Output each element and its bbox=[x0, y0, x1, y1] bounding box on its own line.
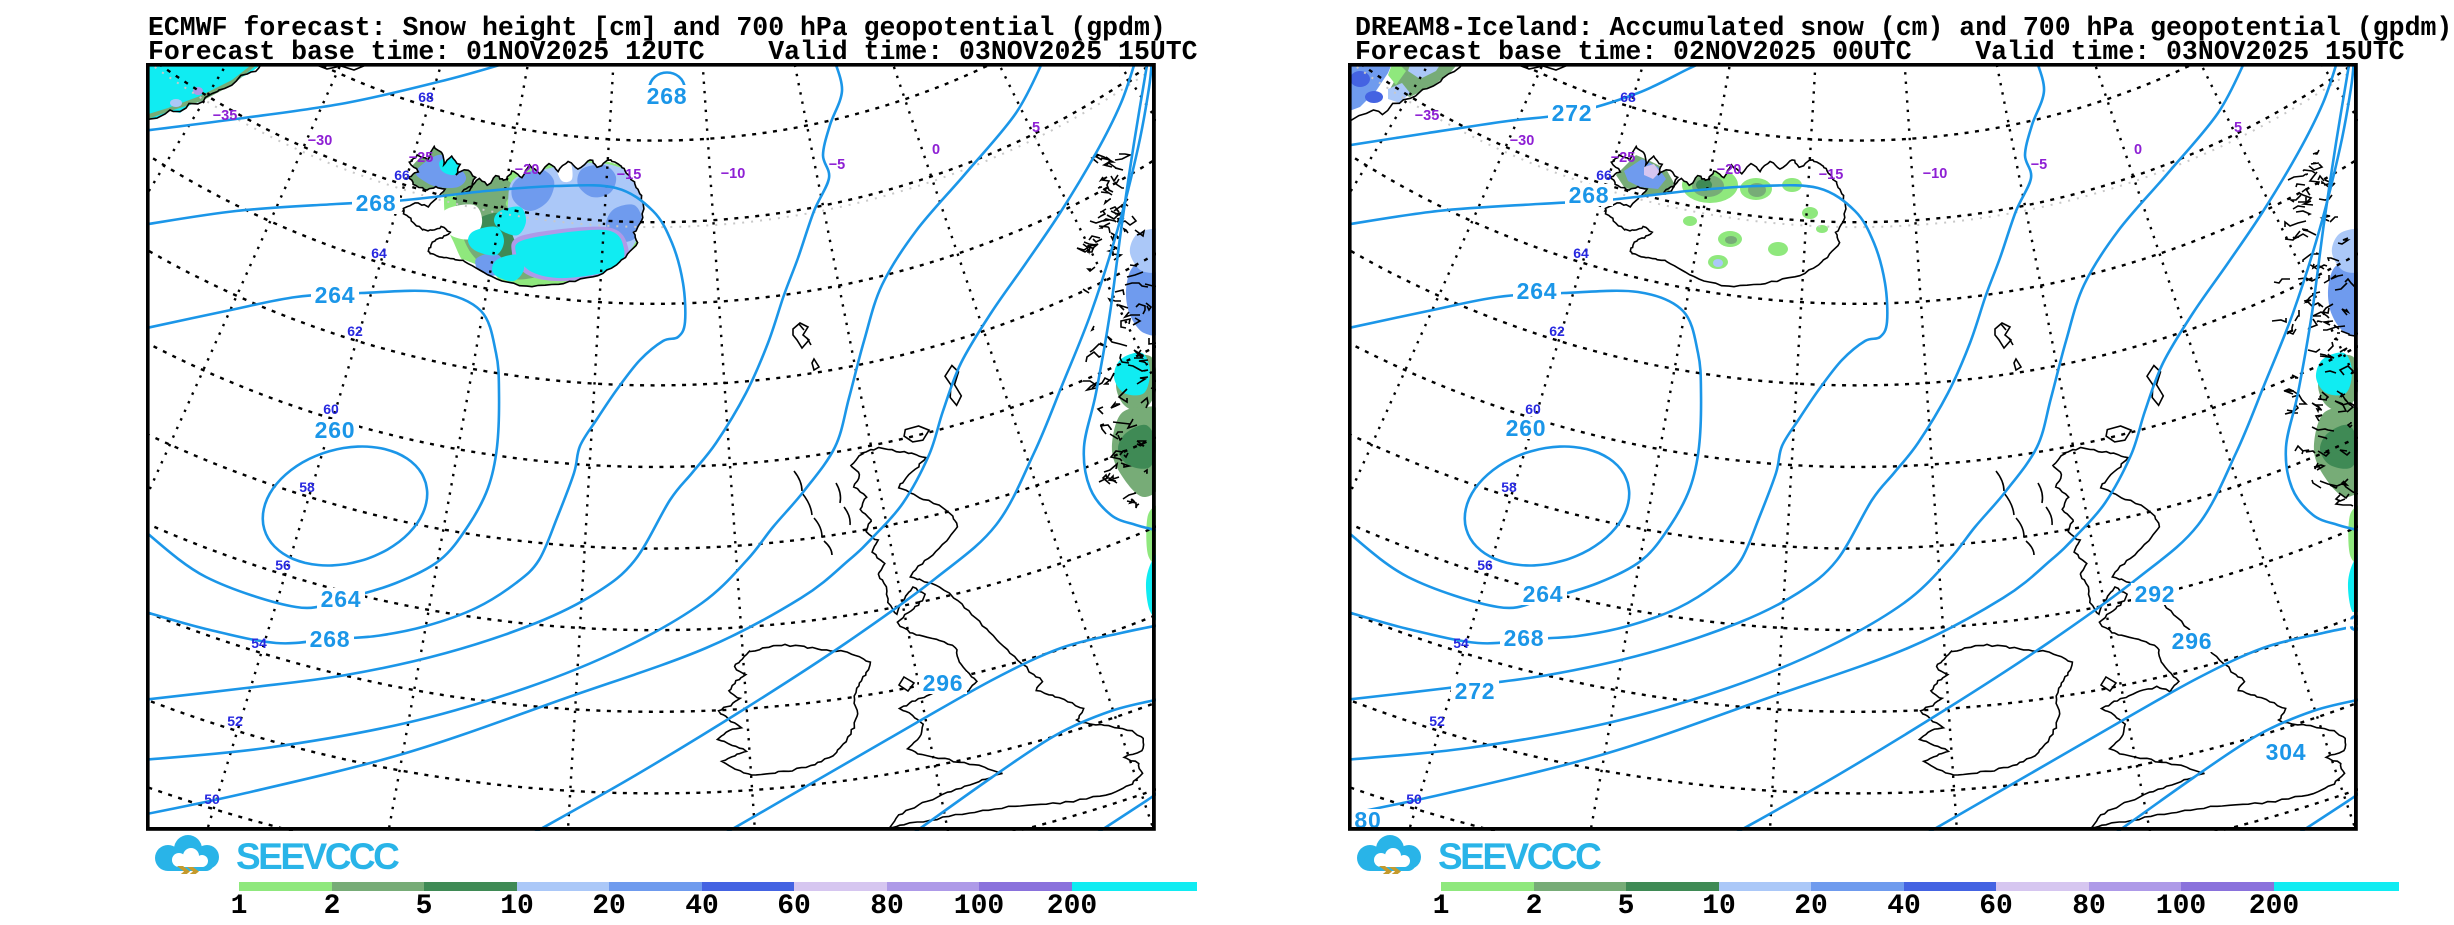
svg-text:58: 58 bbox=[1501, 479, 1517, 495]
svg-text:−5: −5 bbox=[2031, 157, 2048, 173]
svg-text:54: 54 bbox=[1453, 635, 1469, 651]
svg-text:56: 56 bbox=[1477, 557, 1493, 573]
svg-text:−30: −30 bbox=[308, 133, 333, 149]
svg-text:260: 260 bbox=[315, 417, 356, 443]
svg-text:260: 260 bbox=[1506, 415, 1547, 441]
svg-text:66: 66 bbox=[394, 167, 410, 183]
svg-text:−25: −25 bbox=[409, 150, 434, 166]
svg-text:56: 56 bbox=[275, 557, 291, 573]
svg-text:−10: −10 bbox=[721, 166, 746, 182]
svg-text:50: 50 bbox=[204, 791, 220, 807]
svg-text:62: 62 bbox=[1549, 323, 1565, 339]
svg-text:68: 68 bbox=[1620, 89, 1636, 105]
svg-text:50: 50 bbox=[1406, 791, 1422, 807]
svg-text:0: 0 bbox=[2134, 142, 2142, 158]
svg-text:−35: −35 bbox=[213, 108, 238, 124]
svg-text:5: 5 bbox=[1032, 120, 1040, 136]
svg-text:268: 268 bbox=[310, 626, 351, 652]
svg-text:296: 296 bbox=[923, 670, 964, 696]
svg-text:264: 264 bbox=[1523, 581, 1564, 607]
svg-text:58: 58 bbox=[299, 479, 315, 495]
svg-text:264: 264 bbox=[1517, 278, 1558, 304]
svg-text:64: 64 bbox=[1573, 245, 1589, 261]
svg-text:68: 68 bbox=[418, 89, 434, 105]
svg-text:−5: −5 bbox=[829, 157, 846, 173]
svg-text:−25: −25 bbox=[1611, 150, 1636, 166]
svg-text:64: 64 bbox=[371, 245, 387, 261]
svg-text:264: 264 bbox=[321, 586, 362, 612]
svg-text:52: 52 bbox=[1429, 713, 1445, 729]
svg-text:292: 292 bbox=[2135, 581, 2176, 607]
svg-text:−30: −30 bbox=[1510, 133, 1535, 149]
svg-text:60: 60 bbox=[323, 401, 339, 417]
svg-text:−15: −15 bbox=[1819, 167, 1844, 183]
svg-text:−10: −10 bbox=[1923, 166, 1948, 182]
svg-text:268: 268 bbox=[1504, 625, 1545, 651]
svg-text:268: 268 bbox=[1569, 182, 1610, 208]
svg-text:3: 3 bbox=[2349, 610, 2358, 636]
svg-text:268: 268 bbox=[356, 190, 397, 216]
svg-text:296: 296 bbox=[2172, 628, 2213, 654]
svg-text:−15: −15 bbox=[617, 167, 642, 183]
svg-text:−35: −35 bbox=[1415, 108, 1440, 124]
svg-text:60: 60 bbox=[1525, 401, 1541, 417]
svg-text:54: 54 bbox=[251, 635, 267, 651]
svg-text:272: 272 bbox=[1455, 678, 1496, 704]
svg-text:80: 80 bbox=[1354, 807, 1381, 831]
svg-text:264: 264 bbox=[315, 282, 356, 308]
svg-text:5: 5 bbox=[2234, 120, 2242, 136]
svg-text:−20: −20 bbox=[515, 162, 540, 178]
svg-text:272: 272 bbox=[1552, 100, 1593, 126]
svg-text:268: 268 bbox=[647, 83, 688, 109]
svg-text:66: 66 bbox=[1596, 167, 1612, 183]
svg-text:−20: −20 bbox=[1717, 162, 1742, 178]
svg-text:52: 52 bbox=[227, 713, 243, 729]
svg-text:62: 62 bbox=[347, 323, 363, 339]
svg-text:304: 304 bbox=[2266, 739, 2307, 765]
svg-text:0: 0 bbox=[932, 142, 940, 158]
